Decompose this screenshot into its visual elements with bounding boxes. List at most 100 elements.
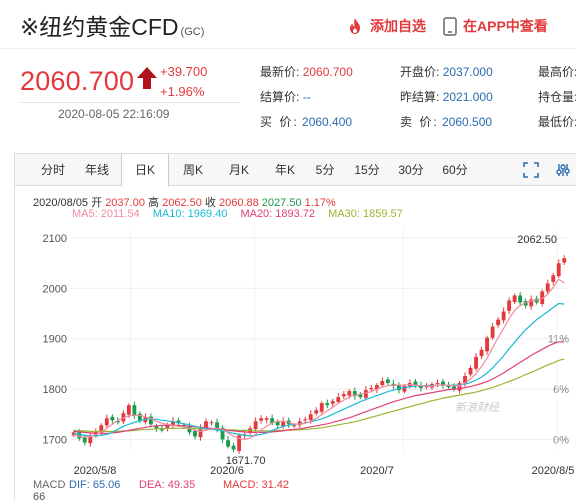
ma20-line (73, 341, 565, 434)
ma20-legend: MA20: 1893.72 (240, 208, 316, 220)
y-tick-label: 1800 (43, 384, 67, 396)
open-in-app-button[interactable]: 在APP中查看 (443, 16, 548, 36)
candle-body (523, 300, 528, 306)
candle-body (507, 300, 512, 311)
tab-monthly-k[interactable]: 月K (228, 163, 249, 177)
quote-item: 最高价: (538, 65, 576, 79)
candle-body (479, 349, 484, 357)
candle-body (171, 421, 175, 427)
quote-column-3: 最高价: 持仓量: 最低价: (538, 60, 576, 135)
candle-body (452, 386, 456, 390)
candle-body (237, 435, 242, 451)
y-tick-label: 1900 (43, 334, 67, 346)
candle-body (380, 381, 385, 386)
quote-item: 昨结算: 2021.000 (400, 90, 493, 104)
settings-icon[interactable] (555, 162, 571, 178)
candle-body (419, 385, 423, 389)
instrument-code: (GC) (180, 26, 205, 38)
candle-body (110, 416, 115, 421)
candle-body (474, 356, 478, 369)
candle-body (204, 421, 208, 428)
y-tick-label: 1700 (43, 434, 67, 446)
fullscreen-icon[interactable] (523, 162, 539, 178)
candle-body (137, 413, 142, 422)
candle-body (540, 291, 545, 305)
ma5-legend: MA5: 2011.54 (72, 208, 140, 220)
tab-year-line[interactable]: 年线 (84, 163, 109, 177)
kline-chart[interactable]: 2100 2000 1900 11% 1800 6% 1700 0% 2062.50 1671.7… (15, 154, 576, 500)
macd-legend-item: MACD (33, 479, 65, 491)
macd-legend-item: DEA: 49.35 (139, 479, 195, 491)
ma5-line (73, 278, 565, 441)
quote-item: 结算价: -- (260, 90, 311, 104)
candle-body (463, 375, 467, 384)
candle-body (104, 418, 109, 426)
quote-column-1: 最新价: 2060.700 结算价: -- 买 价: 2060.400 (260, 60, 353, 135)
candle-body (270, 418, 275, 424)
candle-body (82, 436, 87, 443)
ohlc-high: 2062.50 (162, 197, 202, 209)
candle-body (363, 390, 368, 398)
candle-body (374, 385, 379, 390)
candle-body (220, 427, 225, 440)
tab-weekly-k[interactable]: 周K (182, 163, 203, 177)
candle-body (358, 394, 363, 398)
up-arrow-icon (137, 67, 157, 89)
candle-body (198, 428, 203, 438)
ma30-legend: MA30: 1859.57 (328, 208, 403, 220)
tab-intraday[interactable]: 分时 (40, 163, 65, 177)
candle-body (512, 295, 517, 302)
candle-body (264, 418, 269, 420)
macd-legend-item: MACD: 31.42 (223, 479, 289, 491)
candle-body (226, 440, 230, 447)
candle-body (562, 258, 567, 263)
quote-timestamp: 2020-08-05 22:16:09 (58, 107, 170, 121)
tab-5min[interactable]: 5分 (315, 163, 335, 177)
candle-body (253, 421, 258, 430)
candle-body (132, 405, 137, 416)
candle-body (396, 385, 401, 391)
low-annotation: 1671.70 (226, 455, 266, 467)
y-tick-label: 2000 (43, 283, 67, 295)
add-watchlist-button[interactable]: 添加自选 (346, 16, 426, 36)
ma10-legend: MA10: 1969.40 (152, 208, 228, 220)
x-axis-label: 2020/7 (360, 465, 394, 477)
tab-daily-k[interactable]: 日K (121, 154, 169, 187)
tab-60min[interactable]: 60分 (442, 163, 468, 177)
quote-item: 开盘价: 2037.000 (400, 65, 493, 79)
candle-body (457, 383, 462, 391)
candle-body (518, 295, 523, 303)
ohlc-close: 2060.88 (218, 197, 259, 209)
candle-body (441, 381, 445, 386)
flame-icon (350, 18, 360, 34)
candle-body (292, 425, 297, 427)
change-value: +39.700 (160, 64, 208, 79)
macd-tick-label: 66 (33, 491, 45, 500)
candle-body (402, 386, 407, 392)
quote-item: 持仓量: (538, 90, 576, 104)
candle-body (77, 432, 82, 439)
candle-body (165, 425, 170, 429)
candle-body (319, 403, 324, 412)
timestamp-divider (20, 102, 240, 103)
phone-icon (443, 16, 457, 36)
x-axis-label: 2020/6 (210, 465, 244, 477)
tab-30min[interactable]: 30分 (398, 163, 424, 177)
candle-body (385, 379, 390, 384)
candle-body (88, 436, 93, 444)
tab-yearly-k[interactable]: 年K (274, 163, 295, 177)
change-percent: +1.96% (160, 84, 205, 99)
period-tabs: 分时 年线 日K 周K 月K 年K 5分 15分 30分 60分 (15, 154, 576, 187)
candle-body (468, 367, 473, 375)
candle-body (154, 425, 159, 429)
candle-body (176, 420, 181, 424)
quote-item: 最新价: 2060.700 (260, 65, 353, 79)
candle-body (496, 319, 501, 326)
quote-column-2: 开盘价: 2037.000 昨结算: 2021.000 卖 价: 2060.50… (400, 60, 493, 135)
high-annotation: 2062.50 (517, 234, 557, 246)
tab-15min[interactable]: 15分 (354, 163, 380, 177)
quote-item: 买 价: 2060.400 (260, 115, 353, 129)
ohlc-low: 2027.50 (261, 197, 302, 209)
candle-body (148, 416, 153, 425)
candle-body (187, 426, 192, 433)
